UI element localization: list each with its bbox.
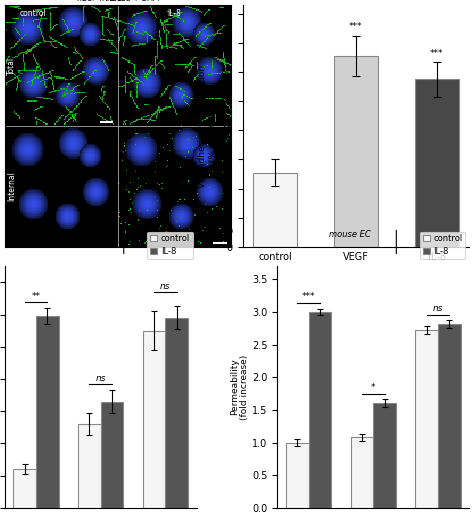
Bar [415, 330, 438, 508]
Bar [351, 437, 374, 508]
Bar [374, 403, 396, 508]
Bar [286, 443, 309, 508]
Text: **: ** [32, 292, 41, 301]
Bar [438, 324, 461, 508]
Y-axis label: Permeability
(fold increase): Permeability (fold increase) [230, 354, 249, 420]
Text: ns: ns [160, 282, 171, 291]
Y-axis label: VE-cadherin internalization
(% of total hEC): VE-cadherin internalization (% of total … [199, 65, 218, 188]
Text: IL-8: IL-8 [168, 9, 182, 18]
Bar [78, 424, 100, 508]
Text: ***: *** [302, 292, 315, 302]
Text: ***: *** [430, 49, 444, 57]
Bar [415, 80, 459, 247]
Text: mouse EC: mouse EC [57, 230, 99, 239]
Bar [253, 172, 297, 247]
Bar [334, 56, 378, 247]
Text: control: control [20, 9, 46, 18]
Bar [309, 312, 331, 508]
Legend: control, IL-8: control, IL-8 [147, 232, 192, 259]
Text: Internal: Internal [7, 171, 16, 201]
Text: mouse EC: mouse EC [329, 230, 371, 239]
Bar [165, 318, 188, 508]
Legend: control, IL-8: control, IL-8 [420, 232, 465, 259]
Text: D: D [224, 227, 233, 238]
Bar [36, 316, 59, 508]
Text: ns: ns [95, 374, 106, 383]
Bar [13, 469, 36, 508]
Text: hEC:: hEC: [107, 0, 129, 3]
Bar [143, 330, 165, 508]
Text: *: * [371, 383, 375, 392]
Text: ***: *** [349, 23, 363, 31]
Text: hEC:  hVE-cad + DAPI: hEC: hVE-cad + DAPI [77, 0, 159, 3]
Text: ns: ns [433, 304, 443, 312]
Text: Total: Total [7, 56, 16, 74]
Bar [100, 402, 123, 508]
